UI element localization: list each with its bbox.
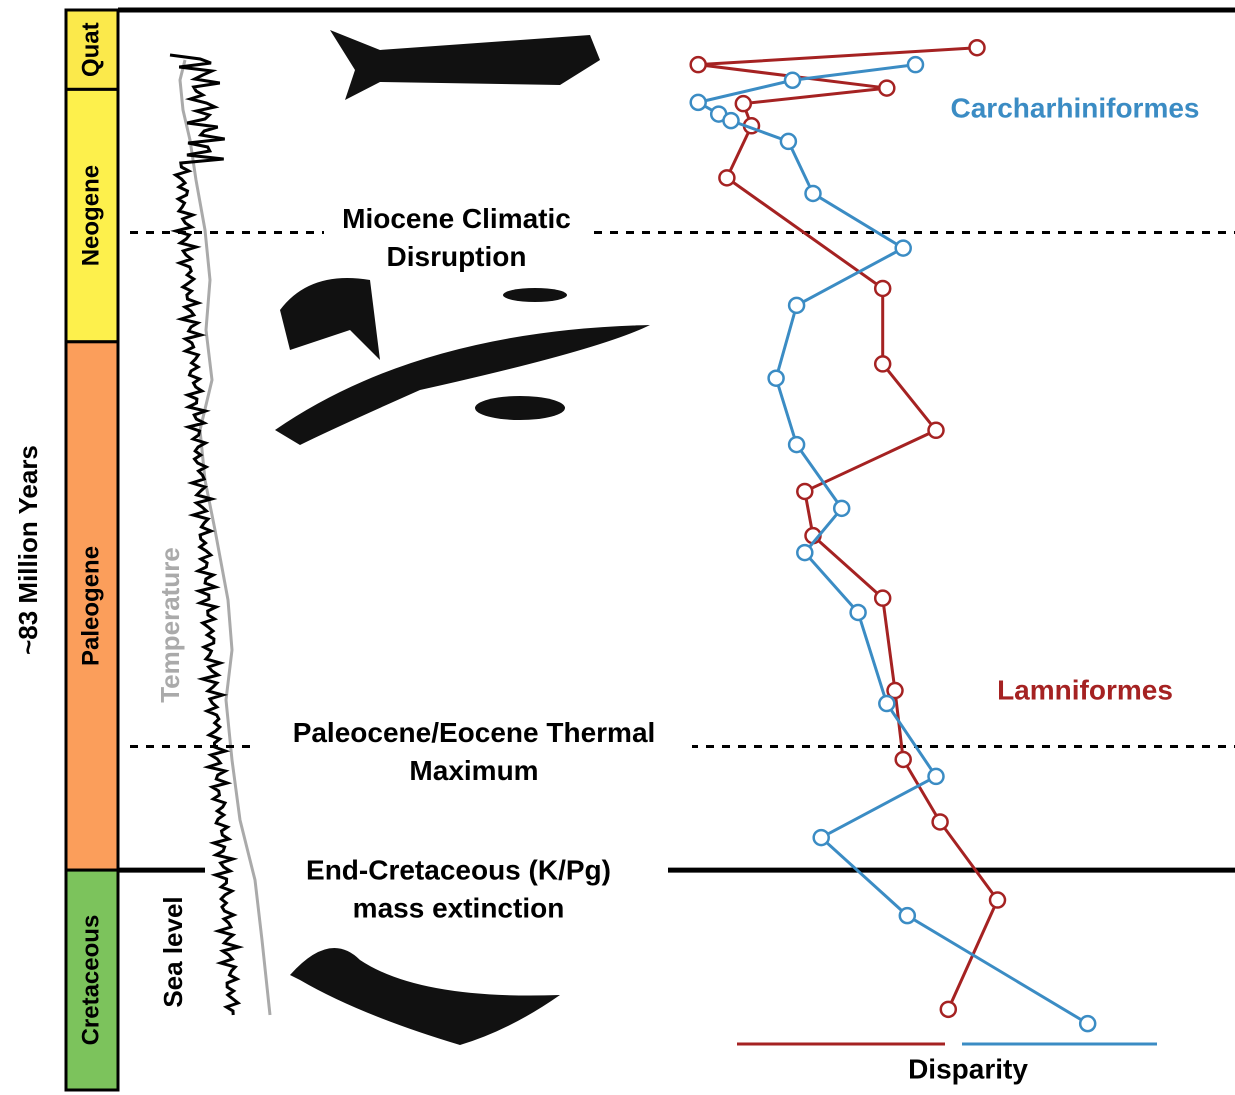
data-point [875,591,890,606]
event-label: mass extinction [353,892,565,923]
data-point [900,908,915,923]
event-label: Miocene Climatic [342,203,571,234]
event-label: Disruption [387,241,527,272]
curve-label: Temperature [155,547,185,703]
data-point [896,241,911,256]
legend-label: Carcharhiniformes [951,92,1200,123]
data-point [785,73,800,88]
period-label: Neogene [77,165,104,266]
data-point [990,893,1005,908]
data-point [789,298,804,313]
data-point [875,281,890,296]
data-point [879,696,894,711]
data-point [970,40,985,55]
data-point [933,814,948,829]
data-point [929,423,944,438]
data-point [814,830,829,845]
event-label: End-Cretaceous (K/Pg) [306,854,611,885]
data-point [806,186,821,201]
data-point [875,356,890,371]
event-label: Maximum [409,755,538,786]
data-point [789,437,804,452]
data-point [736,96,751,111]
x-axis-label: Disparity [908,1053,1028,1084]
data-point [879,81,894,96]
data-point [797,545,812,560]
data-point [929,769,944,784]
data-point [719,170,734,185]
data-point [1080,1016,1095,1031]
data-point [691,57,706,72]
legend-label: Lamniformes [997,674,1173,705]
event-label: Paleocene/Eocene Thermal [293,717,656,748]
data-point [851,605,866,620]
period-label: Cretaceous [77,915,104,1046]
data-point [908,57,923,72]
figure: ~83 Million Years Quat Neogene Paleogene Cr… [0,0,1235,1095]
period-label: Paleogene [77,546,104,666]
data-point [797,484,812,499]
curve-label: Sea level [158,896,188,1007]
time-axis-label: ~83 Million Years [13,445,43,655]
data-point [769,371,784,386]
period-label: Quat [77,22,104,77]
data-point [896,752,911,767]
data-point [724,113,739,128]
data-point [781,134,796,149]
data-point [834,501,849,516]
data-point [691,95,706,110]
data-point [941,1002,956,1017]
